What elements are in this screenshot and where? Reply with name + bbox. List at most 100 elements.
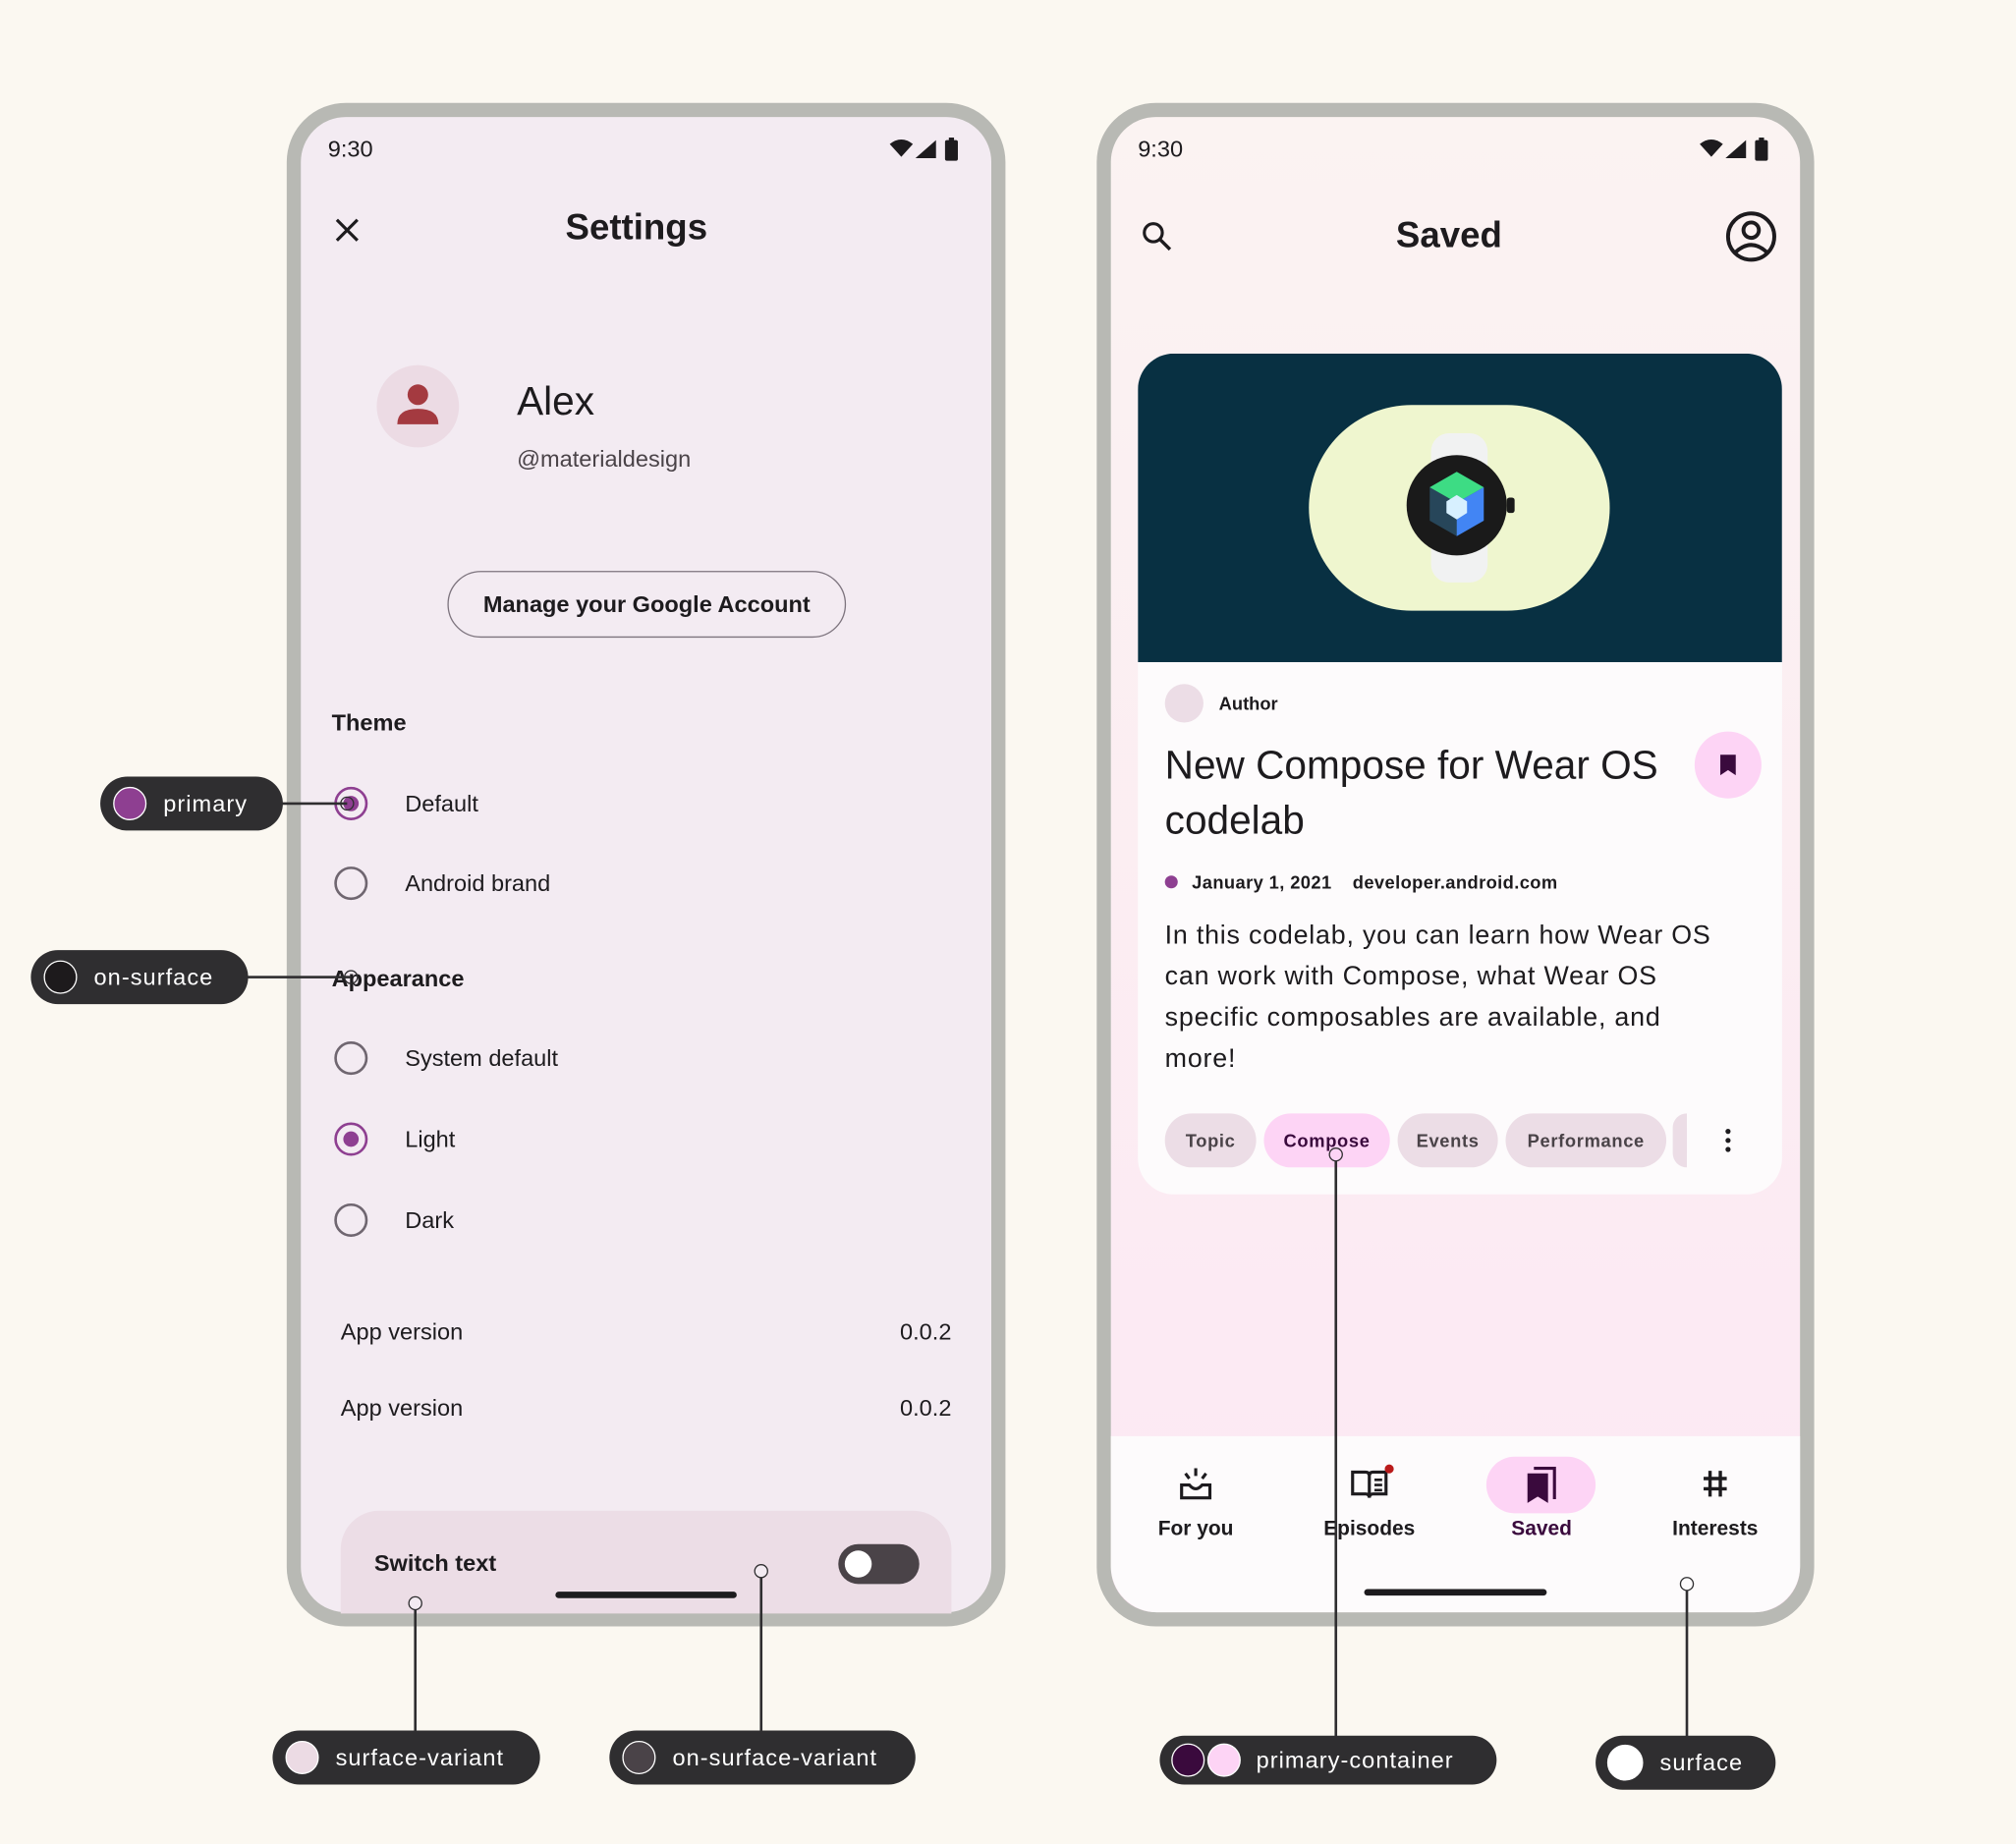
switch-toggle[interactable] [838, 1543, 920, 1585]
manage-account-button[interactable]: Manage your Google Account [447, 571, 847, 639]
search-icon[interactable] [1141, 220, 1174, 253]
appearance-heading: Appearance [331, 965, 465, 992]
home-indicator [1364, 1589, 1547, 1596]
person-icon [397, 384, 439, 424]
chip-events[interactable]: Events [1397, 1113, 1498, 1168]
color-swatch [1606, 1744, 1644, 1781]
article-body: In this codelab, you can learn how Wear … [1164, 920, 1711, 950]
close-icon[interactable] [333, 216, 362, 245]
annotation-primary: primary [100, 776, 283, 831]
leader-dot [1328, 1147, 1343, 1162]
leader-line [1685, 1584, 1688, 1738]
radio-label-dark: Dark [405, 1206, 454, 1234]
page-title: Saved [1395, 214, 1502, 255]
status-icons [889, 138, 958, 161]
article-title: New Compose for Wear OS [1164, 742, 1658, 788]
card-image [1138, 353, 1782, 662]
article-card[interactable] [1138, 353, 1782, 1195]
nav-interests[interactable]: Interests [1638, 1453, 1792, 1556]
nav-label: Episodes [1323, 1518, 1416, 1540]
chip-performance[interactable]: Performance [1505, 1113, 1667, 1168]
article-body: specific composables are available, and [1164, 1002, 1661, 1033]
radio-light[interactable] [334, 1122, 368, 1156]
radio-system-default[interactable] [334, 1041, 368, 1076]
radio-label-light: Light [405, 1126, 456, 1152]
bookmark-icon [1720, 754, 1736, 776]
nav-label: Interests [1672, 1518, 1759, 1540]
leader-line [759, 1571, 762, 1732]
nav-episodes[interactable]: Episodes [1292, 1453, 1446, 1556]
unread-dot [1164, 875, 1178, 889]
annotation-label: on-surface [93, 963, 214, 990]
annotation-surface: surface [1596, 1735, 1776, 1790]
app-version-value: 0.0.2 [900, 1318, 952, 1345]
color-swatch [43, 960, 78, 994]
chip-overflow-partial [1672, 1113, 1688, 1168]
page-title: Settings [565, 206, 708, 248]
leader-line [244, 976, 352, 978]
leader-dot [1679, 1577, 1695, 1592]
color-swatch [1206, 1743, 1241, 1777]
article-title: codelab [1164, 798, 1305, 843]
status-time: 9:30 [327, 136, 373, 162]
tag-icon [1704, 1471, 1727, 1497]
radio-label-android-brand: Android brand [405, 869, 551, 897]
article-body: more! [1164, 1043, 1237, 1074]
radio-label-system-default: System default [405, 1044, 559, 1072]
nav-saved[interactable]: Saved [1465, 1453, 1619, 1556]
leader-dot [754, 1564, 768, 1579]
article-source: developer.android.com [1352, 871, 1558, 893]
app-version-value: 0.0.2 [900, 1394, 952, 1422]
radio-android-brand[interactable] [334, 866, 368, 901]
status-time: 9:30 [1138, 136, 1184, 162]
account-icon[interactable] [1724, 209, 1778, 263]
settings-phone [286, 102, 1006, 1627]
author-name: Author [1218, 693, 1278, 714]
color-swatch [1171, 1743, 1205, 1777]
home-indicator [555, 1592, 737, 1598]
chip-topic[interactable]: Topic [1164, 1113, 1257, 1168]
leader-dot [344, 970, 359, 984]
upcoming-icon [1180, 1468, 1212, 1500]
bookmark-button[interactable] [1694, 731, 1762, 799]
leader-line [1334, 1154, 1337, 1738]
annotation-label: on-surface-variant [672, 1744, 878, 1770]
annotation-primary-container: primary-container [1159, 1735, 1497, 1785]
annotation-on-surface-variant: on-surface-variant [609, 1730, 916, 1785]
annotation-label: surface [1659, 1749, 1744, 1775]
radio-label-default: Default [405, 790, 478, 817]
color-swatch [622, 1740, 656, 1775]
wear-os-watch-illustration [1406, 433, 1515, 583]
article-body: can work with Compose, what Wear OS [1164, 961, 1657, 991]
notification-badge [1384, 1464, 1394, 1474]
color-swatch [113, 786, 147, 820]
annotation-label: primary-container [1256, 1746, 1454, 1773]
menu-book-icon [1351, 1470, 1388, 1498]
nav-label: For you [1157, 1518, 1234, 1540]
leader-line [414, 1602, 417, 1732]
radio-dark[interactable] [334, 1202, 368, 1237]
annotation-label: primary [163, 790, 249, 816]
status-icons [1700, 138, 1768, 161]
annotation-label: surface-variant [335, 1744, 505, 1770]
chip-compose[interactable]: Compose [1263, 1113, 1390, 1168]
app-version-label: App version [340, 1318, 464, 1345]
app-version-label: App version [340, 1394, 464, 1422]
switch-label: Switch text [373, 1550, 497, 1577]
annotation-on-surface: on-surface [30, 950, 249, 1005]
bookmarks-icon [1527, 1466, 1556, 1503]
switch-thumb [844, 1550, 872, 1578]
profile-name: Alex [517, 378, 595, 424]
annotation-surface-variant: surface-variant [272, 1730, 540, 1785]
nav-label: Saved [1511, 1518, 1572, 1540]
profile-handle: @materialdesign [517, 446, 692, 473]
more-vert-icon[interactable] [1720, 1126, 1736, 1154]
color-swatch [285, 1740, 319, 1775]
article-date: January 1, 2021 [1192, 871, 1332, 893]
leader-line [280, 802, 348, 805]
nav-for-you[interactable]: For you [1119, 1453, 1273, 1556]
leader-dot [408, 1595, 422, 1611]
author-avatar [1164, 684, 1204, 723]
theme-heading: Theme [331, 709, 407, 736]
